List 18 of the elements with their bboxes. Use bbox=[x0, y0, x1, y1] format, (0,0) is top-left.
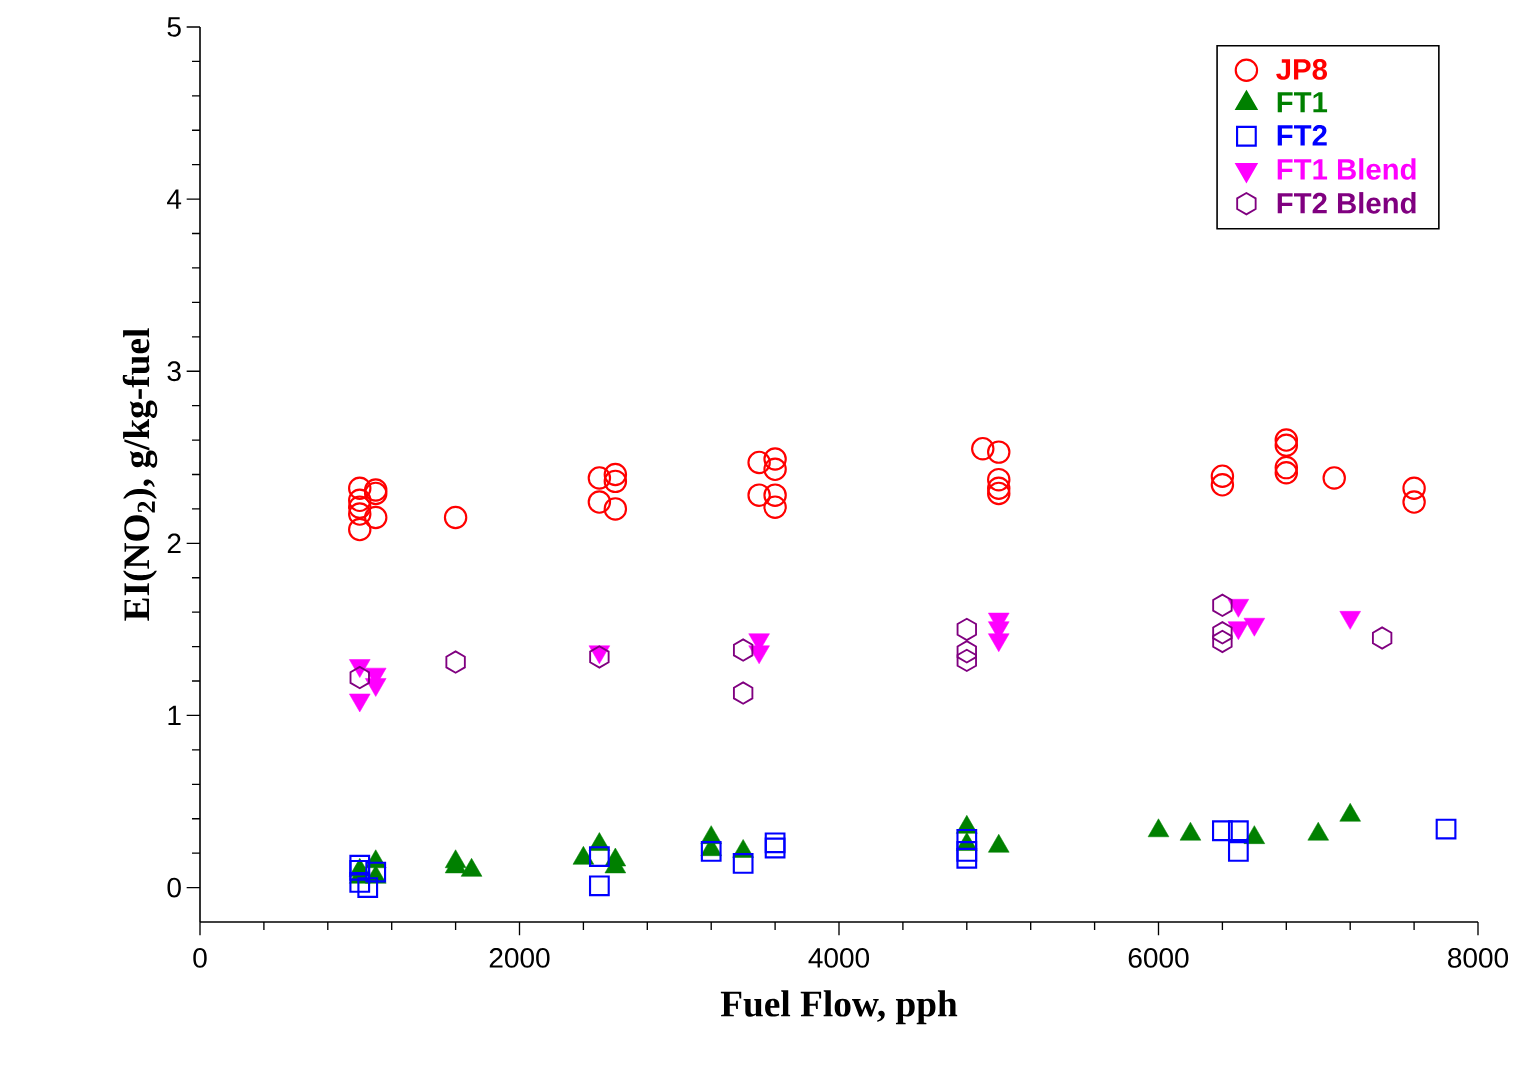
x-tick-label: 6000 bbox=[1128, 948, 1189, 968]
x-tick-label: 0 bbox=[193, 948, 207, 968]
legend-label: FT2 Blend bbox=[1277, 192, 1416, 214]
y-tick-label: 5 bbox=[167, 17, 181, 37]
x-tick-label: 2000 bbox=[489, 948, 550, 968]
legend-label: FT2 bbox=[1277, 125, 1327, 146]
y-tick-label: 1 bbox=[168, 705, 181, 726]
y-tick-label: 4 bbox=[167, 189, 182, 209]
x-tick-label: 8000 bbox=[1448, 948, 1509, 968]
x-tick-label: 4000 bbox=[808, 948, 870, 968]
x-axis-title: Fuel Flow, pph bbox=[720, 990, 958, 1025]
y-tick-label: 3 bbox=[167, 361, 181, 382]
y-tick-label: 2 bbox=[167, 533, 181, 554]
legend-label: JP8 bbox=[1276, 59, 1328, 80]
legend-label: FT1 bbox=[1277, 92, 1328, 113]
legend-label: FT1 Blend bbox=[1277, 158, 1416, 180]
y-tick-label: 0 bbox=[167, 877, 181, 898]
y-axis-title: EI(NO$_{2}$), g/kg-fuel bbox=[122, 328, 158, 621]
